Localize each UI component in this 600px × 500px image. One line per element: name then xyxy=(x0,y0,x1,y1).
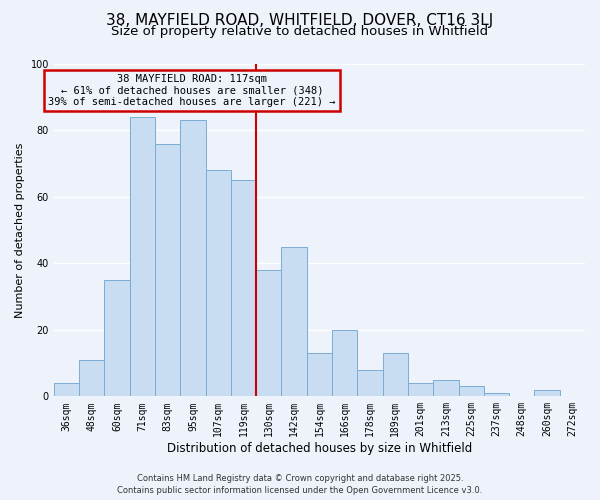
Bar xyxy=(54,383,79,396)
Text: Contains HM Land Registry data © Crown copyright and database right 2025.
Contai: Contains HM Land Registry data © Crown c… xyxy=(118,474,482,495)
Bar xyxy=(535,390,560,396)
Bar xyxy=(383,353,408,397)
Bar xyxy=(332,330,358,396)
Bar xyxy=(130,117,155,396)
Bar xyxy=(458,386,484,396)
Bar xyxy=(307,353,332,397)
Bar xyxy=(155,144,180,397)
Y-axis label: Number of detached properties: Number of detached properties xyxy=(15,142,25,318)
Text: Size of property relative to detached houses in Whitfield: Size of property relative to detached ho… xyxy=(112,25,488,38)
X-axis label: Distribution of detached houses by size in Whitfield: Distribution of detached houses by size … xyxy=(167,442,472,455)
Bar xyxy=(180,120,206,396)
Text: 38 MAYFIELD ROAD: 117sqm
← 61% of detached houses are smaller (348)
39% of semi-: 38 MAYFIELD ROAD: 117sqm ← 61% of detach… xyxy=(48,74,335,107)
Bar xyxy=(206,170,231,396)
Bar xyxy=(281,247,307,396)
Bar xyxy=(484,393,509,396)
Bar xyxy=(231,180,256,396)
Bar xyxy=(358,370,383,396)
Bar xyxy=(79,360,104,397)
Bar xyxy=(408,383,433,396)
Bar xyxy=(433,380,458,396)
Bar xyxy=(104,280,130,396)
Bar xyxy=(256,270,281,396)
Text: 38, MAYFIELD ROAD, WHITFIELD, DOVER, CT16 3LJ: 38, MAYFIELD ROAD, WHITFIELD, DOVER, CT1… xyxy=(106,12,494,28)
